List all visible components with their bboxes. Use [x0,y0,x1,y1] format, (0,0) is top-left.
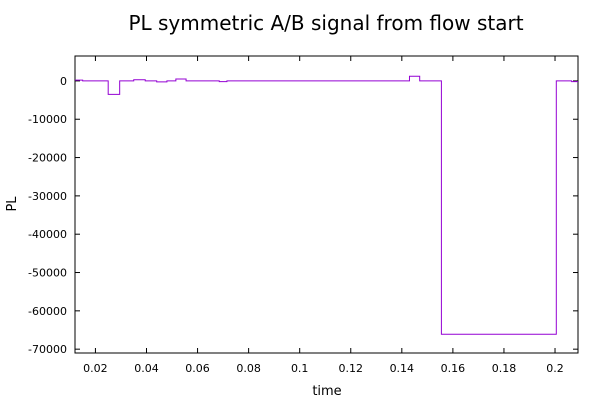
y-tick-label: -20000 [28,152,67,165]
y-tick-label: -40000 [28,228,67,241]
y-tick-label: -30000 [28,190,67,203]
x-tick-label: 0.1 [291,362,309,375]
y-tick-label: -50000 [28,267,67,280]
x-tick-label: 0.14 [390,362,415,375]
series-line [75,75,578,335]
y-tick-label: 0 [60,75,67,88]
x-tick-label: 0.12 [339,362,364,375]
x-axis-label: time [312,384,341,399]
y-axis-label: PL [5,196,20,212]
x-tick-label: 0.06 [185,362,210,375]
y-tick-label: -70000 [28,343,67,356]
x-axis: 0.02 0.04 0.06 0.08 0.1 0.12 0.14 0.16 0.18 0.2 [83,56,564,375]
y-tick-label: -10000 [28,113,67,126]
series-layer [75,75,578,335]
x-tick-label: 0.16 [441,362,466,375]
x-tick-label: 0.18 [492,362,517,375]
plot-frame [74,55,579,354]
y-axis: 0 -10000 -20000 -30000 -40000 -50000 -60000 -70… [28,75,578,356]
x-tick-label: 0.02 [83,362,108,375]
y-tick-label: -60000 [28,305,67,318]
x-tick-label: 0.08 [236,362,261,375]
chart-title: PL symmetric A/B signal from flow start [128,11,523,35]
x-tick-label: 0.2 [546,362,564,375]
x-tick-label: 0.04 [134,362,159,375]
